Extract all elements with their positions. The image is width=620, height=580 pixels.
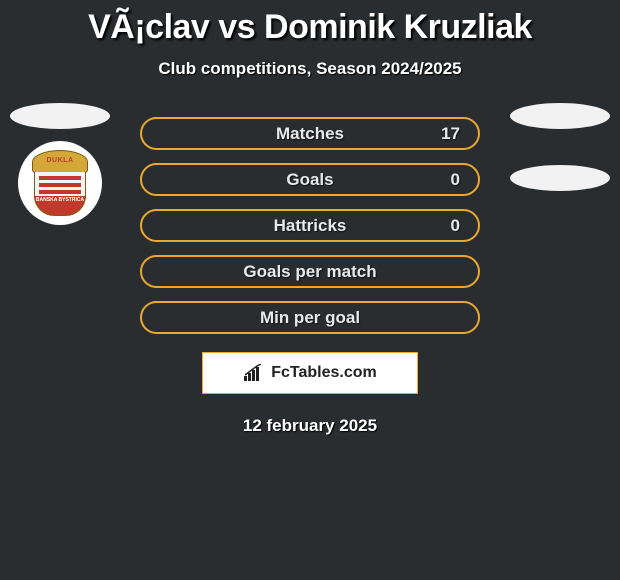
stat-label: Goals per match: [243, 262, 376, 282]
stat-value-right: 0: [451, 216, 460, 236]
right-player-placeholder-2: [510, 165, 610, 191]
crest-bottom-text: BANSKA BYSTRICA: [35, 198, 85, 204]
crest-graphic: DUKLA BANSKA BYSTRICA: [30, 148, 90, 218]
stat-row: Goals 0: [140, 163, 480, 196]
date-text: 12 february 2025: [0, 416, 620, 436]
bars-icon: [243, 364, 265, 382]
stat-row: Matches 17: [140, 117, 480, 150]
stat-row: Min per goal: [140, 301, 480, 334]
left-player-placeholder: [10, 103, 110, 129]
stat-label: Hattricks: [274, 216, 347, 236]
left-club-crest: DUKLA BANSKA BYSTRICA: [18, 141, 102, 225]
comparison-card: VÃ¡clav vs Dominik Kruzliak Club competi…: [0, 0, 620, 436]
stat-rows: Matches 17 Goals 0 Hattricks 0 Goals per match…: [140, 117, 480, 334]
stat-label: Min per goal: [260, 308, 360, 328]
stat-value-right: 0: [451, 170, 460, 190]
right-player-column: [510, 103, 610, 191]
subtitle: Club competitions, Season 2024/2025: [0, 59, 620, 79]
stat-label: Matches: [276, 124, 344, 144]
right-player-placeholder-1: [510, 103, 610, 129]
brand-text: FcTables.com: [271, 364, 377, 382]
crest-top-text: DUKLA: [33, 157, 87, 164]
brand-box[interactable]: FcTables.com: [202, 352, 418, 394]
stats-area: DUKLA BANSKA BYSTRICA Matches 17: [0, 117, 620, 334]
stat-label: Goals: [286, 170, 333, 190]
stat-row: Goals per match: [140, 255, 480, 288]
page-title: VÃ¡clav vs Dominik Kruzliak: [0, 8, 620, 47]
stat-value-right: 17: [441, 124, 460, 144]
left-player-column: DUKLA BANSKA BYSTRICA: [10, 103, 110, 225]
stat-row: Hattricks 0: [140, 209, 480, 242]
